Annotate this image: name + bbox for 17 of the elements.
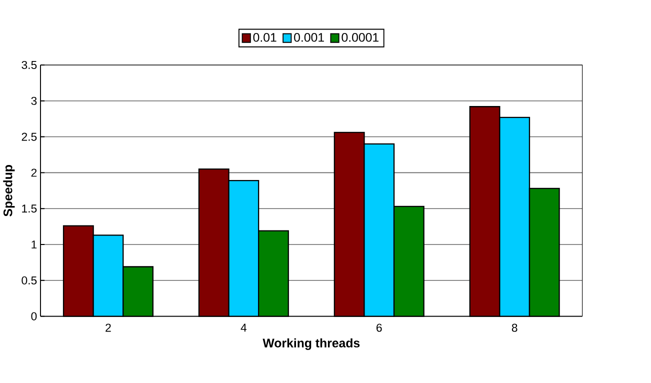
y-tick-label: 1.5 [22,204,37,212]
legend-label: 0.001 [294,32,324,42]
x-tick-label: 2 [106,324,111,332]
legend-label: 0.01 [253,32,276,42]
y-tick-label: 0 [31,312,37,320]
y-axis-title: Speedup [3,164,15,216]
x-tick-label: 4 [240,324,247,332]
y-tick-label: 0.5 [22,276,37,284]
x-tick-label: 6 [376,324,382,332]
y-tick-label: 3 [31,96,37,105]
y-tick-label: 2.5 [22,132,37,141]
y-tick-label: 3.5 [22,60,37,69]
y-tick-label: 2 [31,168,37,177]
x-tick-label: 8 [512,324,518,332]
x-axis-title: Working threads [262,338,360,350]
legend-label: 0.0001 [342,32,378,42]
y-tick-label: 1 [32,240,37,248]
